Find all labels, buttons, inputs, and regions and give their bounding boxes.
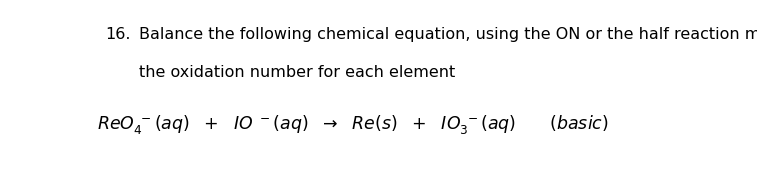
Text: Balance the following chemical equation, using the ON or the half reaction metho: Balance the following chemical equation,… xyxy=(139,27,757,42)
Text: $\mathit{ReO}_4^{\ -}\mathit{(aq)}\ \ +\ \ \mathit{IO}^{\ -}\mathit{(aq)}\ \ \ri: $\mathit{ReO}_4^{\ -}\mathit{(aq)}\ \ +\… xyxy=(97,113,609,136)
Text: the oxidation number for each element: the oxidation number for each element xyxy=(139,65,455,80)
Text: 16.: 16. xyxy=(105,27,131,42)
